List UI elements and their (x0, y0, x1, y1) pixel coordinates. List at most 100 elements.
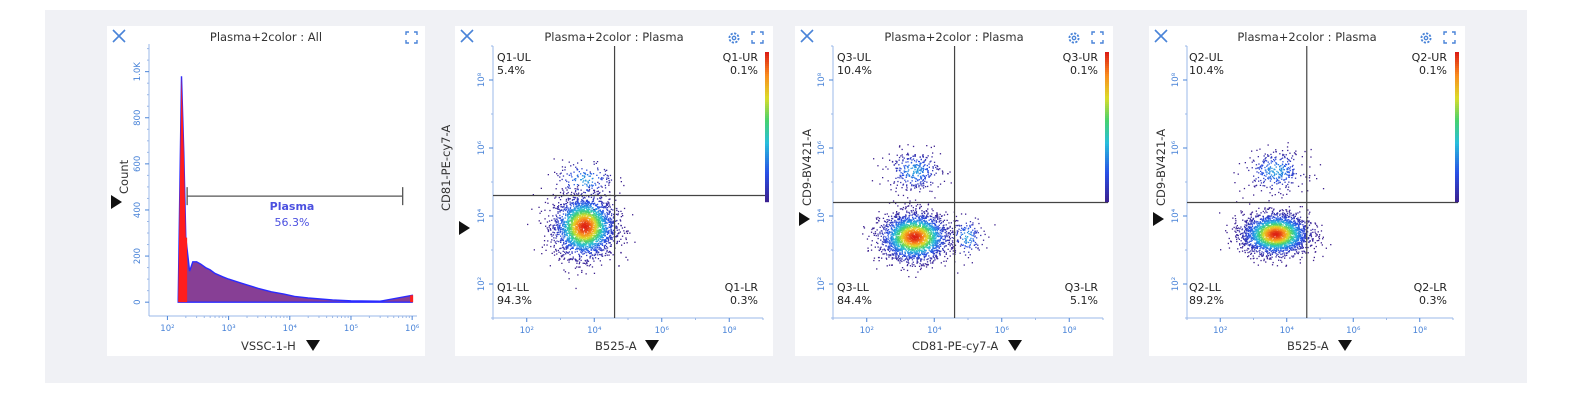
scatter-point (572, 247, 574, 249)
scatter-point (587, 226, 590, 228)
scatter-point (873, 257, 876, 259)
scatter-point (901, 251, 903, 254)
scatter-point (590, 248, 592, 251)
scatter-point (888, 202, 891, 204)
scatter-point (580, 189, 582, 191)
scatter-point (943, 238, 945, 241)
scatter-point (591, 233, 593, 235)
scatter-point (586, 230, 588, 232)
scatter-point (932, 239, 935, 242)
scatter-point (560, 219, 562, 221)
gear-icon[interactable] (1067, 31, 1081, 45)
scatter-point (576, 197, 579, 199)
scatter-point (578, 231, 580, 233)
scatter-point (595, 184, 597, 186)
close-icon[interactable] (112, 29, 126, 43)
scatter-point (586, 249, 588, 251)
scatter-point (600, 198, 602, 200)
scatter-point (583, 209, 585, 211)
scatter-point (603, 216, 606, 219)
scatter-point (621, 227, 624, 229)
scatter-point (932, 210, 934, 212)
scatter-point (606, 181, 608, 183)
scatter-point (936, 215, 938, 218)
scatter-point (895, 248, 897, 250)
scatter-point (902, 216, 904, 219)
scatter-point (589, 172, 592, 175)
scatter-point (902, 206, 905, 209)
x-axis-dropdown[interactable] (306, 340, 320, 351)
scatter-point (573, 205, 575, 207)
scatter-point (892, 240, 894, 242)
scatter-point (581, 175, 584, 177)
scatter-point (605, 205, 607, 207)
scatter-point (898, 234, 900, 236)
scatter-point (907, 243, 909, 245)
scatter-point (588, 246, 591, 249)
scatter-point (902, 228, 904, 230)
scatter-point (925, 246, 927, 248)
scatter-point (912, 224, 914, 227)
scatter-point (897, 244, 899, 247)
scatter-point (891, 258, 893, 260)
scatter-point (591, 243, 593, 245)
expand-icon[interactable] (405, 31, 418, 44)
scatter-point (539, 222, 542, 224)
scatter-point (917, 228, 919, 231)
scatter-point (606, 231, 608, 233)
scatter-point (608, 213, 610, 215)
scatter-point (900, 241, 902, 243)
expand-icon[interactable] (751, 31, 764, 44)
scatter-point (562, 250, 564, 252)
scatter-point (918, 257, 920, 259)
scatter-point (565, 242, 567, 244)
scatter-point (596, 246, 598, 248)
y-axis-dropdown[interactable] (459, 221, 470, 235)
scatter-point (942, 241, 945, 244)
scatter-point (569, 242, 571, 244)
gear-icon[interactable] (727, 31, 741, 45)
scatter-point (905, 214, 907, 216)
x-axis-dropdown[interactable] (645, 340, 659, 351)
scatter-point (584, 225, 586, 227)
scatter-point (575, 237, 577, 239)
scatter-point (600, 248, 602, 250)
scatter-point (900, 226, 902, 228)
scatter-point (890, 254, 892, 257)
scatter-point (585, 205, 587, 207)
scatter-point (908, 229, 911, 231)
scatter-point (588, 222, 590, 224)
scatter-point (901, 253, 903, 256)
scatter-point (923, 265, 925, 267)
scatter-point (580, 229, 582, 231)
scatter-point (571, 229, 573, 231)
scatter-point (937, 226, 939, 228)
expand-icon[interactable] (1091, 31, 1104, 44)
scatter-point (570, 205, 572, 207)
scatter-point (901, 260, 903, 263)
colorbar-segment (765, 142, 769, 145)
scatter-point (891, 225, 894, 227)
scatter-point (940, 222, 943, 224)
scatter-point (559, 214, 561, 217)
scatter-point (895, 243, 898, 245)
scatter-point (586, 240, 589, 242)
scatter-point (885, 225, 887, 227)
scatter-panel-q1: Plasma+2color : Plasma 10² 10² 10⁴ 10⁴ 10⁶ 10… (439, 26, 773, 356)
scatter-point (569, 207, 571, 210)
scatter-point (609, 181, 611, 183)
scatter-point (593, 224, 595, 226)
scatter-point (596, 231, 598, 233)
scatter-point (897, 245, 900, 247)
scatter-point (591, 220, 594, 223)
scatter-point (562, 239, 564, 241)
scatter-point (927, 203, 930, 205)
close-icon[interactable] (800, 29, 814, 43)
scatter-point (608, 205, 610, 208)
scatter-point (577, 200, 579, 202)
scatter-point (612, 222, 614, 224)
scatter-point (893, 252, 896, 254)
close-icon[interactable] (460, 29, 474, 43)
y-axis-dropdown[interactable] (111, 195, 122, 209)
scatter-point (603, 202, 605, 204)
